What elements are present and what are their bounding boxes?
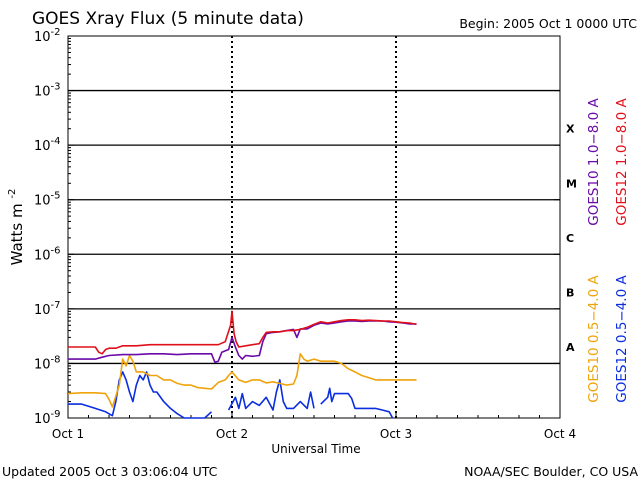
begin-label: Begin: 2005 Oct 1 0000 UTC xyxy=(459,16,637,31)
legend-label: GOES10 1.0−8.0 A xyxy=(586,98,602,226)
y-tick-base: 10 xyxy=(34,303,51,318)
y-tick-label: 10-4 xyxy=(34,136,61,154)
y-tick-base: 10 xyxy=(34,139,51,154)
series-line xyxy=(320,387,394,419)
footer-credit: NOAA/SEC Boulder, CO USA xyxy=(464,464,638,479)
plot-frame xyxy=(67,35,561,419)
x-tick-label: Oct 4 xyxy=(544,427,576,441)
y-tick-exponent: -2 xyxy=(51,27,61,38)
y-tick-exponent: -4 xyxy=(51,136,61,147)
series-line xyxy=(68,310,417,355)
x-tick-label: Oct 2 xyxy=(216,427,248,441)
y-tick-exponent: -7 xyxy=(51,300,61,311)
y-tick-base: 10 xyxy=(34,248,51,263)
flare-class-label: B xyxy=(566,286,574,299)
y-tick-exponent: -3 xyxy=(51,82,61,93)
x-axis-label: Universal Time xyxy=(271,442,360,456)
y-tick-label: 10-7 xyxy=(34,300,61,318)
y-tick-base: 10 xyxy=(34,194,51,209)
y-tick-exponent: -5 xyxy=(51,191,61,202)
y-tick-exponent: -6 xyxy=(51,245,61,256)
flare-class-label: A xyxy=(566,341,575,354)
y-axis-label-text: Watts m xyxy=(8,199,26,266)
y-tick-base: 10 xyxy=(34,412,51,427)
legend-label: GOES12 1.0−8.0 A xyxy=(614,98,630,226)
y-tick-label: 10-8 xyxy=(34,354,61,372)
x-tick-label: Oct 1 xyxy=(52,427,84,441)
y-tick-label: 10-9 xyxy=(34,409,61,427)
y-tick-base: 10 xyxy=(34,85,51,100)
chart-title: GOES Xray Flux (5 minute data) xyxy=(32,9,304,29)
series-line xyxy=(227,379,315,411)
y-tick-base: 10 xyxy=(34,357,51,372)
flare-class-label: X xyxy=(566,123,575,136)
x-tick-label: Oct 3 xyxy=(380,427,412,441)
series-line xyxy=(68,371,213,419)
footer-updated: Updated 2005 Oct 3 03:06:04 UTC xyxy=(2,464,218,479)
y-tick-label: 10-3 xyxy=(34,82,61,100)
y-tick-exponent: -8 xyxy=(51,354,61,365)
y-tick-base: 10 xyxy=(34,30,51,45)
flare-class-label: C xyxy=(566,232,574,245)
y-tick-exponent: -9 xyxy=(51,409,61,420)
y-tick-label: 10-2 xyxy=(34,27,61,45)
y-axis-label-superscript: -2 xyxy=(7,189,18,199)
y-axis-label: Watts m -2 xyxy=(7,189,26,266)
legend-label: GOES12 0.5−4.0 A xyxy=(614,275,630,403)
legend-label: GOES10 0.5−4.0 A xyxy=(586,275,602,403)
series-line xyxy=(68,320,417,364)
flare-class-label: M xyxy=(566,177,577,190)
y-tick-label: 10-5 xyxy=(34,191,61,209)
series-line xyxy=(67,353,417,408)
y-tick-label: 10-6 xyxy=(34,245,61,263)
